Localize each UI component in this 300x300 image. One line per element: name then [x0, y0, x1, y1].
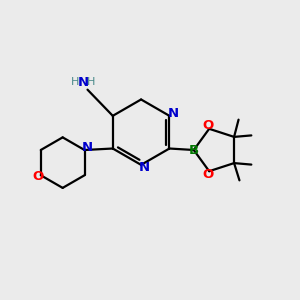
Text: B: B — [189, 143, 199, 157]
Text: N: N — [167, 107, 178, 120]
Text: N: N — [139, 161, 150, 174]
Text: N: N — [77, 76, 88, 89]
Text: N: N — [81, 141, 92, 154]
Text: O: O — [202, 119, 213, 132]
Text: O: O — [32, 170, 44, 183]
Text: H: H — [70, 77, 79, 87]
Text: O: O — [202, 168, 213, 181]
Text: H: H — [87, 77, 96, 87]
